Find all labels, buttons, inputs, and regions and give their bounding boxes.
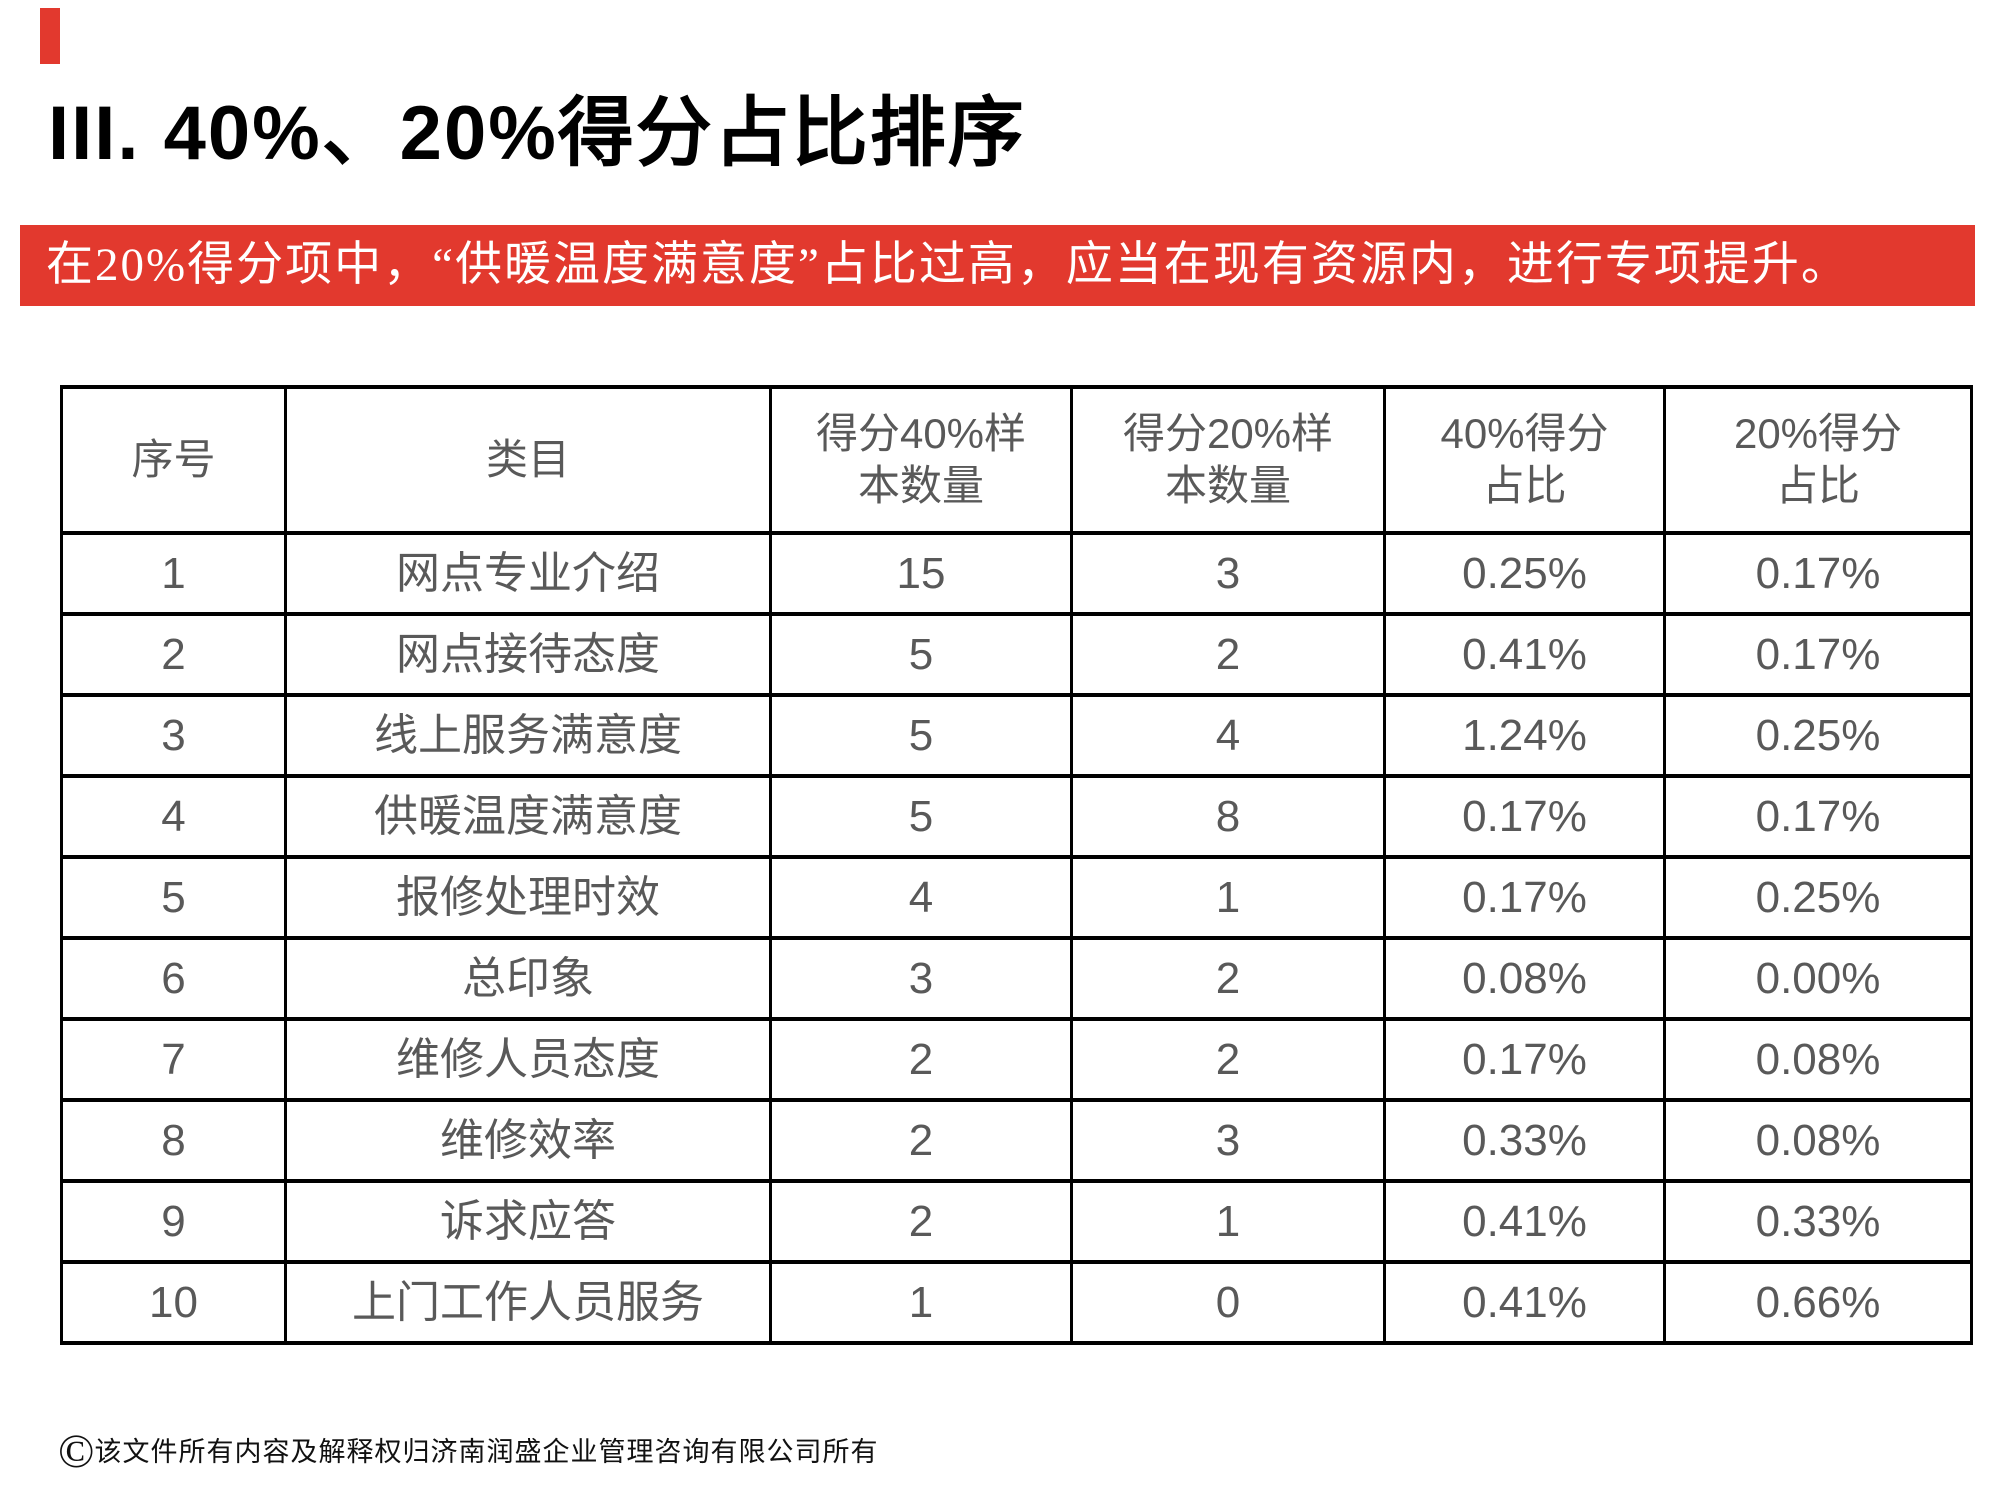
table-row: 10 上门工作人员服务 1 0 0.41% 0.66%: [60, 1260, 1973, 1345]
table-cell: 8: [1070, 774, 1386, 859]
table-cell: 0.17%: [1383, 1017, 1666, 1102]
table-cell: 0.41%: [1383, 612, 1666, 697]
table-cell: 5: [60, 855, 287, 940]
table-row: 5 报修处理时效 4 1 0.17% 0.25%: [60, 855, 1973, 940]
table-header-row: 序号 类目 得分40%样 本数量 得分20%样 本数量 40%得分 占比 20%得分 占比: [60, 385, 1973, 535]
table-row: 2 网点接待态度 5 2 0.41% 0.17%: [60, 612, 1973, 697]
table-row: 3 线上服务满意度 5 4 1.24% 0.25%: [60, 693, 1973, 778]
table-cell: 1: [1070, 855, 1386, 940]
table-cell: 3: [1070, 531, 1386, 616]
table-cell: 0.17%: [1663, 774, 1973, 859]
table-cell: 0.08%: [1383, 936, 1666, 1021]
table-cell: 0.25%: [1663, 693, 1973, 778]
table-cell: 0.33%: [1383, 1098, 1666, 1183]
table-cell: 5: [769, 693, 1073, 778]
column-header: 序号: [60, 385, 287, 535]
table-cell: 7: [60, 1017, 287, 1102]
red-accent-bar: [40, 8, 60, 64]
table-cell: 0.17%: [1383, 774, 1666, 859]
table-row: 8 维修效率 2 3 0.33% 0.08%: [60, 1098, 1973, 1183]
footer: © 该文件所有内容及解释权归济南润盛企业管理咨询有限公司所有: [58, 1428, 878, 1476]
table-cell: 2: [1070, 936, 1386, 1021]
table-cell: 0.00%: [1663, 936, 1973, 1021]
table-cell: 0.66%: [1663, 1260, 1973, 1345]
table-cell: 0.25%: [1383, 531, 1666, 616]
table-body: 1 网点专业介绍 15 3 0.25% 0.17% 2 网点接待态度 5 2 0.41% 0.17% 3…: [60, 531, 1973, 1345]
table-cell: 5: [769, 774, 1073, 859]
footer-copyright-text: 该文件所有内容及解释权归济南润盛企业管理咨询有限公司所有: [94, 1437, 879, 1467]
table-cell: 2: [769, 1098, 1073, 1183]
table-row: 7 维修人员态度 2 2 0.17% 0.08%: [60, 1017, 1973, 1102]
page-title: III. 40%、20%得分占比排序: [48, 91, 1026, 176]
table-cell: 网点接待态度: [284, 612, 772, 697]
table-cell: 0.17%: [1663, 612, 1973, 697]
copyright-icon: ©: [58, 1425, 95, 1478]
table-cell: 网点专业介绍: [284, 531, 772, 616]
table-cell: 0.41%: [1383, 1260, 1666, 1345]
table-header: 序号 类目 得分40%样 本数量 得分20%样 本数量 40%得分 占比 20%得分 占比: [60, 385, 1973, 535]
table-cell: 6: [60, 936, 287, 1021]
score-ratio-table: 序号 类目 得分40%样 本数量 得分20%样 本数量 40%得分 占比 20%得分 占比…: [60, 385, 1973, 1345]
table-cell: 0.17%: [1663, 531, 1973, 616]
table-row: 1 网点专业介绍 15 3 0.25% 0.17%: [60, 531, 1973, 616]
table-cell: 供暖温度满意度: [284, 774, 772, 859]
table-cell: 2: [769, 1017, 1073, 1102]
table-cell: 1.24%: [1383, 693, 1666, 778]
table-cell: 0.08%: [1663, 1098, 1973, 1183]
table-cell: 总印象: [284, 936, 772, 1021]
table-cell: 2: [60, 612, 287, 697]
table-cell: 10: [60, 1260, 287, 1345]
table-cell: 3: [769, 936, 1073, 1021]
table-cell: 4: [769, 855, 1073, 940]
table-cell: 0.41%: [1383, 1179, 1666, 1264]
table-cell: 8: [60, 1098, 287, 1183]
table-cell: 线上服务满意度: [284, 693, 772, 778]
table-cell: 上门工作人员服务: [284, 1260, 772, 1345]
table-cell: 1: [1070, 1179, 1386, 1264]
table-cell: 9: [60, 1179, 287, 1264]
table-cell: 0.17%: [1383, 855, 1666, 940]
table-cell: 3: [60, 693, 287, 778]
insight-banner: 在20%得分项中，“供暖温度满意度”占比过高，应当在现有资源内，进行专项提升。: [20, 225, 1975, 306]
table-cell: 维修效率: [284, 1098, 772, 1183]
table-row: 4 供暖温度满意度 5 8 0.17% 0.17%: [60, 774, 1973, 859]
table-cell: 5: [769, 612, 1073, 697]
column-header: 20%得分 占比: [1663, 385, 1973, 535]
table-cell: 0: [1070, 1260, 1386, 1345]
table-cell: 2: [769, 1179, 1073, 1264]
table-row: 9 诉求应答 2 1 0.41% 0.33%: [60, 1179, 1973, 1264]
table-cell: 1: [60, 531, 287, 616]
table-cell: 15: [769, 531, 1073, 616]
table-cell: 维修人员态度: [284, 1017, 772, 1102]
column-header: 40%得分 占比: [1383, 385, 1666, 535]
table-cell: 诉求应答: [284, 1179, 772, 1264]
table-cell: 0.33%: [1663, 1179, 1973, 1264]
table-cell: 3: [1070, 1098, 1386, 1183]
column-header: 类目: [284, 385, 772, 535]
table-cell: 报修处理时效: [284, 855, 772, 940]
table-cell: 0.25%: [1663, 855, 1973, 940]
table-cell: 4: [1070, 693, 1386, 778]
table-cell: 1: [769, 1260, 1073, 1345]
table-row: 6 总印象 3 2 0.08% 0.00%: [60, 936, 1973, 1021]
column-header: 得分20%样 本数量: [1070, 385, 1386, 535]
column-header: 得分40%样 本数量: [769, 385, 1073, 535]
table-cell: 0.08%: [1663, 1017, 1973, 1102]
table-cell: 4: [60, 774, 287, 859]
table-cell: 2: [1070, 612, 1386, 697]
table-cell: 2: [1070, 1017, 1386, 1102]
